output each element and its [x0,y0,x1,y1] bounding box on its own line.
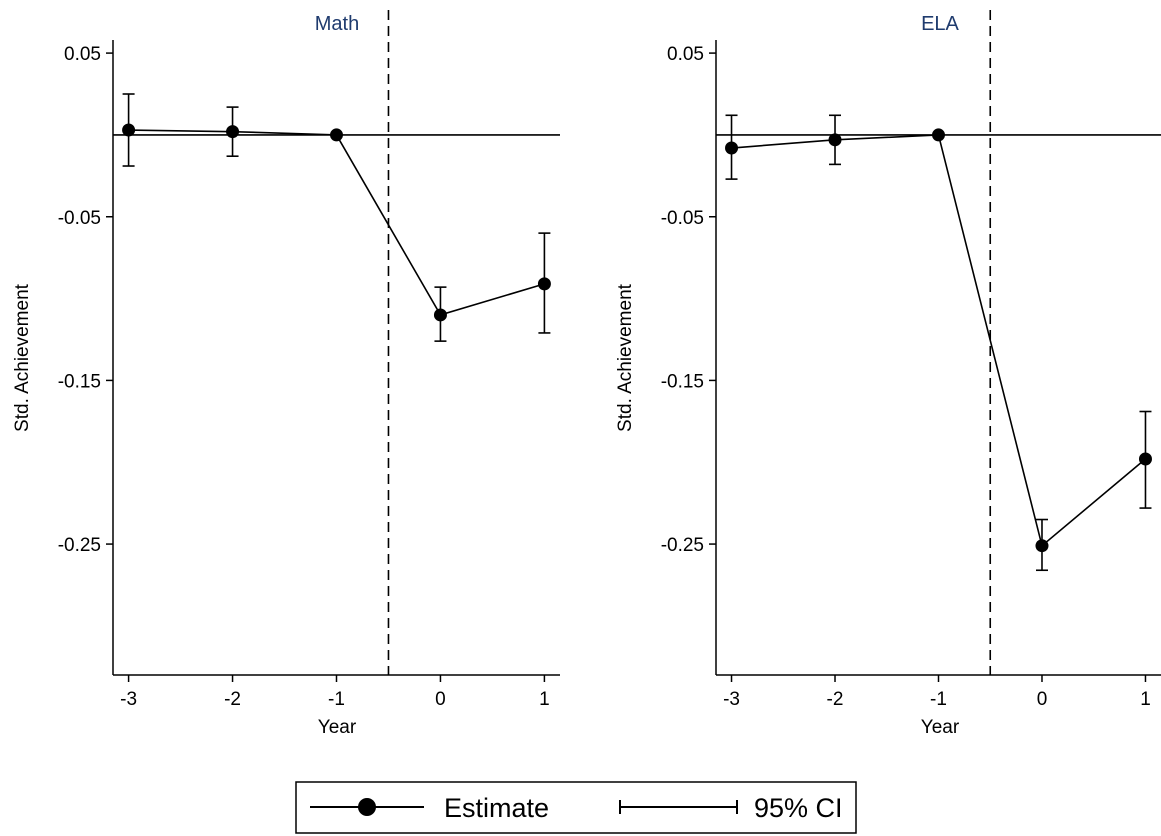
x-tick-label: -2 [827,689,844,710]
estimate-point [725,141,739,155]
legend: Estimate 95% CI [295,781,857,834]
panel-title: ELA [921,13,959,35]
x-tick-label: -1 [930,689,947,710]
y-tick-label: 0.05 [667,44,704,65]
estimate-point [122,123,136,137]
x-tick-label: 1 [1140,689,1151,710]
x-axis-title: Year [318,717,357,738]
estimate-point [828,133,842,147]
y-tick-label: -0.05 [661,208,704,229]
estimate-point [932,128,945,142]
x-axis-title: Year [921,717,960,738]
y-tick-label: 0.05 [64,44,101,65]
panel-math: Math Year Std. Achievement 0.05 -0.05 -0.1… [12,10,560,738]
y-tick-label: -0.25 [58,535,101,556]
estimate-point [1035,539,1049,553]
x-tick-label: -3 [120,689,137,710]
x-tick-label: 1 [539,689,550,710]
x-tick-label: -1 [328,689,345,710]
estimate-line [731,134,1146,548]
estimate-point [1138,452,1152,466]
y-axis-title: Std. Achievement [615,283,636,432]
legend-estimate-label: Estimate [444,793,549,823]
x-tick-label: 0 [435,689,446,710]
x-tick-label: -2 [224,689,241,710]
y-tick-label: -0.15 [661,371,704,392]
estimate-point [330,128,343,142]
y-tick-label: -0.25 [661,535,704,556]
legend-estimate-marker [358,798,376,816]
estimate-point [433,308,447,322]
estimate-point [226,125,240,139]
estimate-point [537,277,551,291]
estimate-line [128,129,545,316]
panel-ela: ELA Year Std. Achievement 0.05 -0.05 -0.15… [615,10,1161,738]
legend-ci-label: 95% CI [754,793,843,823]
y-axis-title: Std. Achievement [12,283,33,432]
x-tick-label: -3 [723,689,740,710]
y-tick-label: -0.15 [58,371,101,392]
y-tick-label: -0.05 [58,208,101,229]
panel-title: Math [315,13,359,35]
x-tick-label: 0 [1037,689,1048,710]
